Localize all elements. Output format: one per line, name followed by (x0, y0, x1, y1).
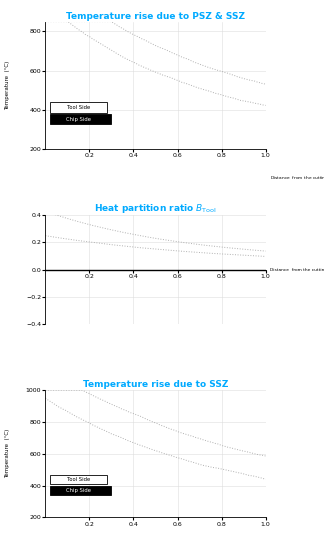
Bar (50, 486, 111, 495)
Text: Tool Side: Tool Side (67, 477, 90, 482)
Text: Distance  from the cutting edge: Distance from the cutting edge (270, 267, 324, 272)
Y-axis label: Temperature  (°C): Temperature (°C) (5, 60, 10, 110)
Text: Chip Side: Chip Side (66, 488, 91, 493)
Text: Distance  from the cutting edge  $\left(\frac{l_1}{l_c}\right)$: Distance from the cutting edge $\left(\f… (270, 174, 324, 186)
Title: Temperature rise due to SSZ: Temperature rise due to SSZ (83, 381, 228, 389)
Title: Heat partition ratio $B_{\mathrm{Tool}}$: Heat partition ratio $B_{\mathrm{Tool}}$ (94, 202, 217, 216)
Bar (50, 114, 111, 125)
Text: Tool Side: Tool Side (67, 105, 90, 110)
Text: Chip Side: Chip Side (66, 116, 91, 122)
Title: Temperature rise due to PSZ & SSZ: Temperature rise due to PSZ & SSZ (66, 12, 245, 21)
Bar (50, 102, 107, 113)
Bar (50, 475, 107, 484)
Y-axis label: Temperature  (°C): Temperature (°C) (5, 429, 10, 479)
